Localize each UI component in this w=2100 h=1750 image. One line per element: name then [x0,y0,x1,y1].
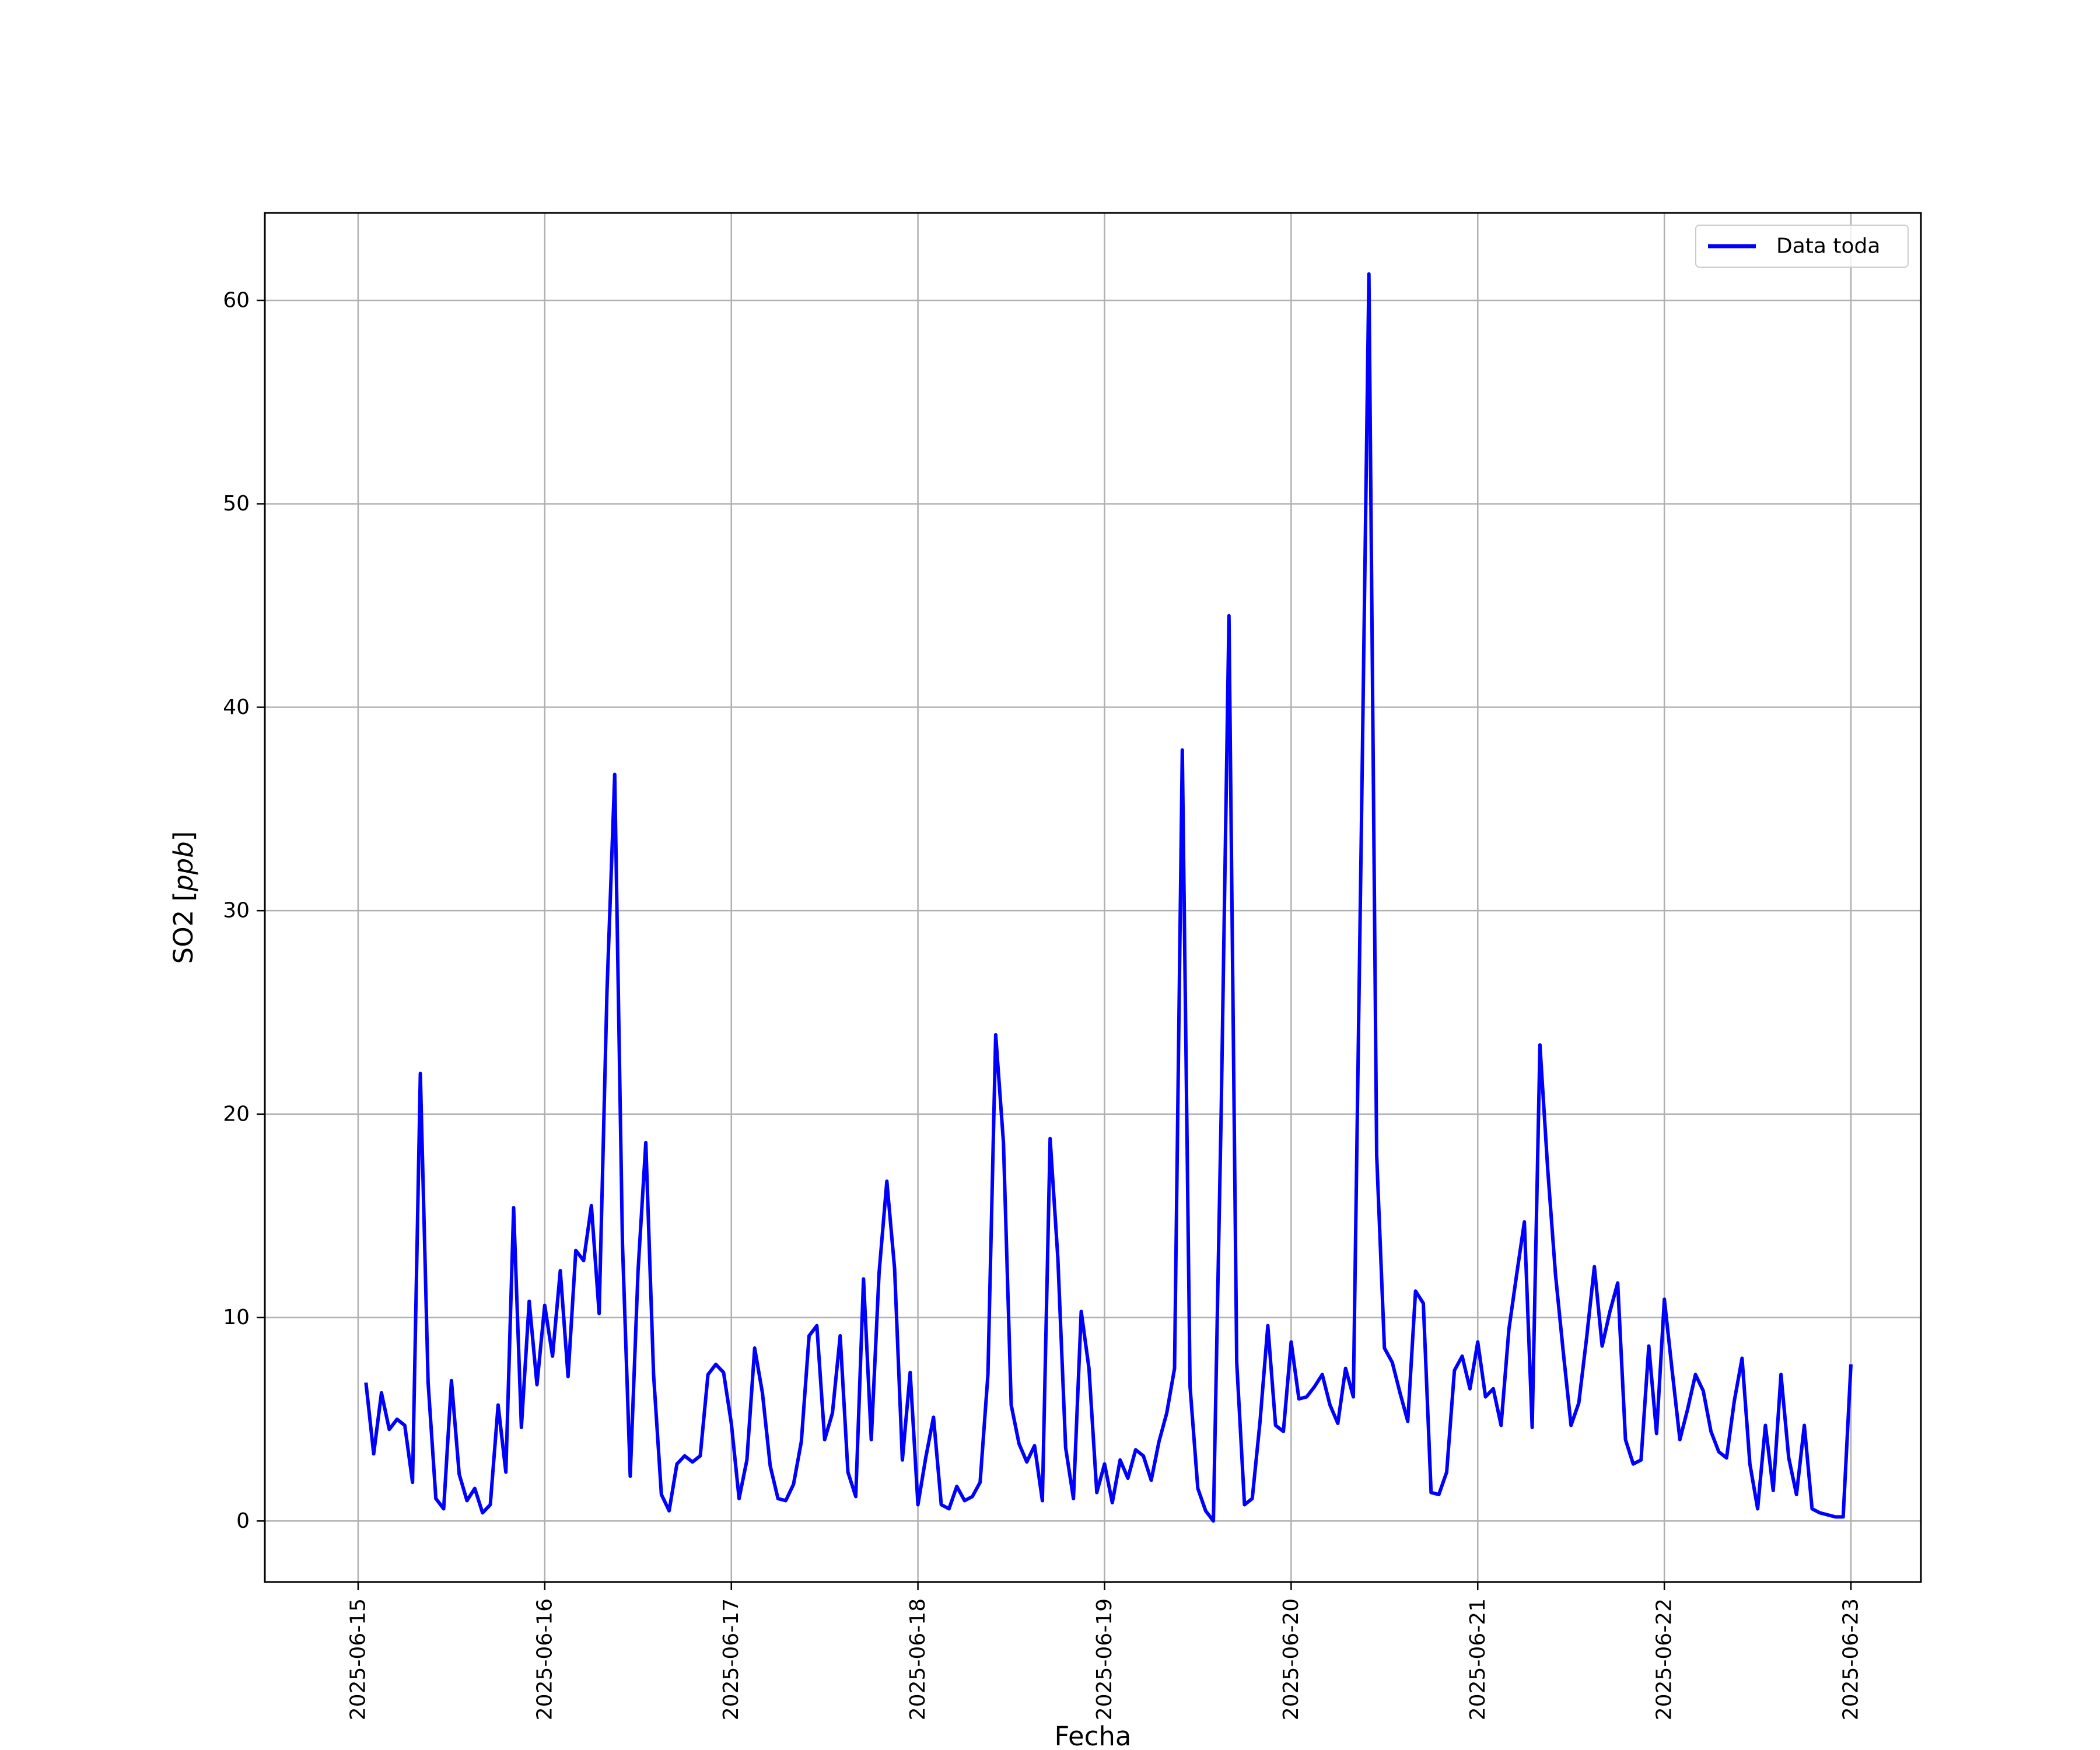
x-tick-label-2: 2025-06-17 [719,1598,743,1720]
x-axis: 2025-06-15 2025-06-16 2025-06-17 2025-06-18… [346,1582,1863,1720]
plot-frame [264,212,1922,1583]
x-tick-label-4: 2025-06-19 [1093,1598,1116,1720]
x-tick-label-8: 2025-06-23 [1839,1598,1863,1720]
x-tick-label-7: 2025-06-22 [1653,1598,1676,1720]
x-tick-label-1: 2025-06-16 [533,1598,556,1720]
y-tick-label-2: 20 [223,1102,250,1126]
x-tick-label-0: 2025-06-15 [346,1598,370,1720]
series-layer [364,272,1853,1523]
x-axis-title: Fecha [1055,1721,1132,1750]
x-tick-label-6: 2025-06-21 [1466,1598,1490,1720]
y-axis: 0 10 20 30 40 50 60 [223,288,265,1533]
y-tick-label-3: 30 [223,899,250,923]
x-tick-label-3: 2025-06-18 [906,1598,930,1720]
y-tick-label-5: 50 [223,492,250,516]
y-tick-label-6: 60 [223,288,250,312]
legend-box [1695,225,1909,268]
legend: Data toda [1695,225,1909,268]
x-tick-label-5: 2025-06-20 [1279,1598,1303,1720]
y-axis-title-prefix: SO2 [ [168,891,199,964]
y-axis-title-suffix: ] [168,831,199,842]
y-axis-title: SO2 [ppb] [168,831,199,964]
legend-label: Data toda [1776,235,1880,258]
y-tick-label-1: 10 [223,1306,250,1329]
y-tick-label-0: 0 [236,1509,250,1533]
series-line-0 [364,272,1853,1523]
y-tick-label-4: 40 [223,695,250,719]
y-axis-title-unit: ppb [168,841,199,892]
grid-lines [265,213,1921,1582]
